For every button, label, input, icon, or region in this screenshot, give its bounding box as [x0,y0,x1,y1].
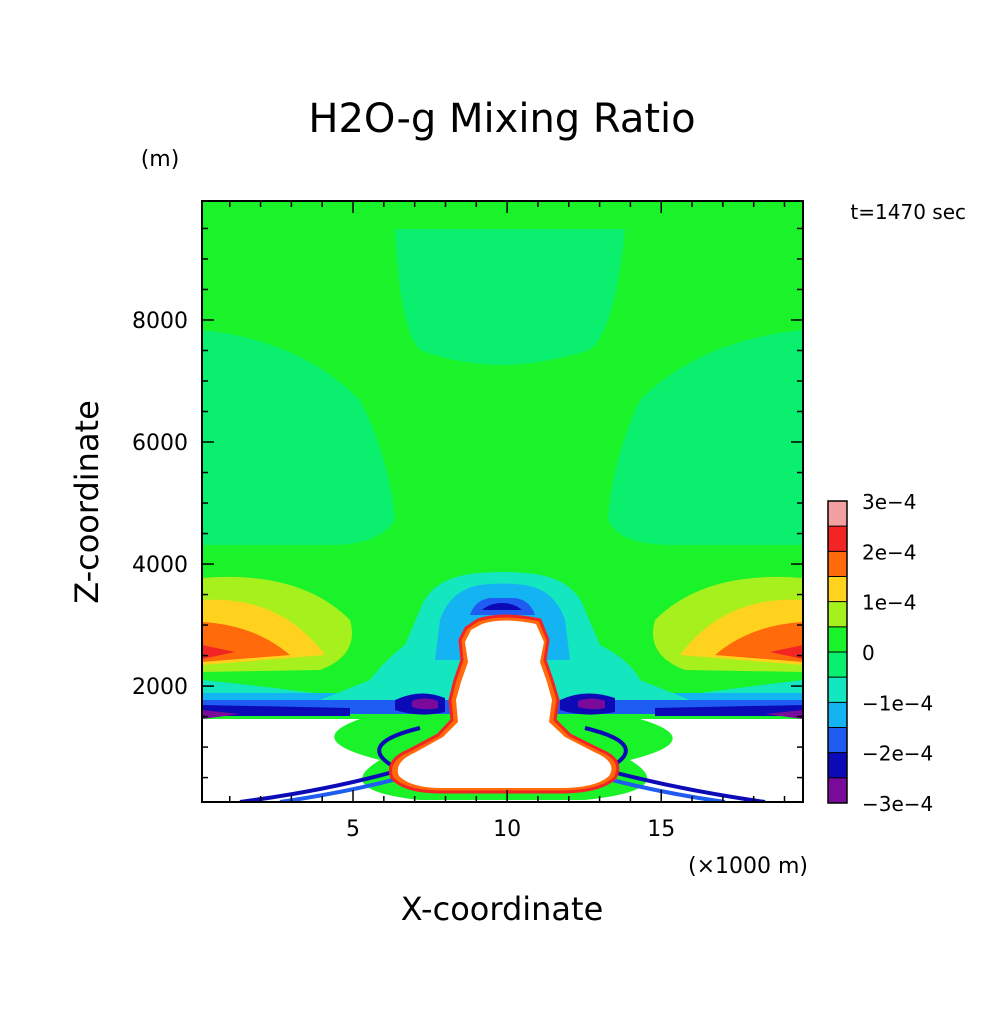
colorbar-swatch [828,727,847,753]
x-axis-ticks [228,201,786,802]
colorbar-swatch [828,501,847,527]
colorbar-label: −2e−4 [862,742,933,766]
x-axis-tick-labels: 5 10 15 [346,817,675,842]
field-side-plume-right [608,330,803,545]
colorbar-label: 1e−4 [862,591,917,615]
colorbar-swatch [828,626,847,652]
x-tick-label: 5 [346,817,360,842]
colorbar-label: −1e−4 [862,691,933,715]
colorbar-label: 0 [862,641,875,665]
y-axis-label: Z-coordinate [68,400,106,604]
time-label: t=1470 sec [850,200,966,224]
y-unit-label: (m) [141,147,180,172]
field-cloud-core [397,620,612,788]
field-blob-right-inner [578,698,605,710]
plot-frame [201,200,804,803]
colorbar-label: 3e−4 [862,490,917,514]
colorbar-swatch [828,576,847,602]
field-right-tongue-4 [770,645,803,659]
field-left-tongue-4 [202,645,235,659]
y-axis-ticks [202,227,803,779]
colorbar-swatch [828,702,847,728]
y-axis-tick-labels: 2000 4000 6000 8000 [132,309,188,700]
field-upper-plume [395,229,625,365]
x-axis-label: X-coordinate [401,890,604,928]
field-low-layer-4 [202,705,803,716]
colorbar-swatch [828,551,847,577]
y-tick-label: 4000 [132,553,188,578]
field-halo-core [482,603,522,610]
x-tick-label: 10 [493,817,521,842]
colorbar [827,500,848,804]
colorbar-swatch [828,652,847,678]
chart-title: H2O-g Mixing Ratio [308,96,695,142]
colorbar-swatch [828,601,847,627]
x-unit-label: (×1000 m) [688,854,808,879]
x-tick-label: 15 [647,817,675,842]
colorbar-swatch [828,677,847,703]
y-tick-label: 8000 [132,309,188,334]
y-tick-label: 6000 [132,431,188,456]
y-tick-label: 2000 [132,675,188,700]
colorbar-label: −3e−4 [862,792,933,816]
colorbar-swatch [828,526,847,552]
field-side-plume-left [202,330,395,545]
field-blob-left-inner [412,698,438,710]
colorbar-label: 2e−4 [862,540,917,564]
colorbar-swatch [828,777,847,803]
plot-area [202,201,803,802]
colorbar-labels: 3e−4 2e−4 1e−4 0 −1e−4 −2e−4 −3e−4 [862,490,933,816]
colorbar-swatch [828,752,847,778]
